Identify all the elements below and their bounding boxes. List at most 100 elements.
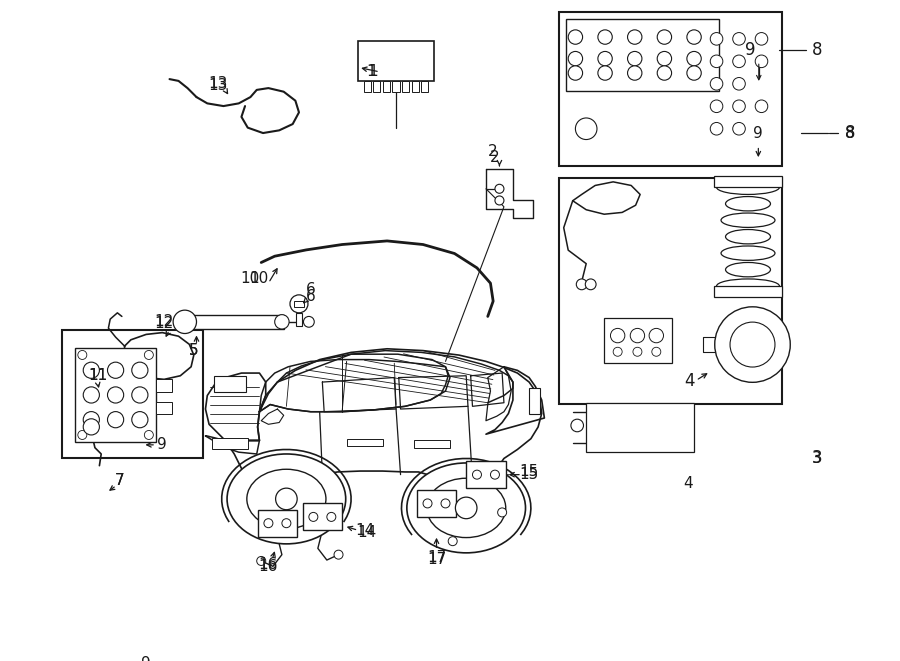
Circle shape — [598, 66, 612, 80]
Text: 9: 9 — [744, 40, 755, 59]
Bar — [714, 286, 782, 297]
Circle shape — [498, 508, 507, 517]
Text: 3: 3 — [812, 449, 822, 467]
Text: 7: 7 — [114, 473, 124, 488]
Circle shape — [755, 32, 768, 45]
Circle shape — [733, 122, 745, 135]
Circle shape — [652, 347, 661, 356]
Circle shape — [290, 295, 308, 313]
Bar — [529, 389, 540, 414]
Bar — [559, 178, 782, 404]
Circle shape — [83, 362, 99, 378]
Circle shape — [282, 519, 291, 527]
Bar — [156, 379, 172, 392]
Circle shape — [710, 77, 723, 90]
Text: 15: 15 — [519, 467, 539, 482]
Text: 17: 17 — [427, 552, 446, 566]
Circle shape — [495, 184, 504, 193]
Ellipse shape — [427, 479, 506, 537]
Bar — [364, 81, 371, 92]
Circle shape — [568, 66, 582, 80]
Text: 17: 17 — [427, 550, 446, 565]
Text: 16: 16 — [258, 559, 278, 574]
Bar — [212, 438, 248, 449]
Circle shape — [77, 350, 86, 360]
Text: 2: 2 — [491, 150, 500, 165]
Circle shape — [575, 118, 597, 139]
Circle shape — [755, 100, 768, 112]
Bar — [586, 403, 694, 452]
Circle shape — [256, 557, 266, 565]
Text: 12: 12 — [155, 315, 174, 329]
Circle shape — [710, 100, 723, 112]
Circle shape — [733, 100, 745, 112]
Circle shape — [627, 66, 642, 80]
Bar — [417, 490, 456, 517]
Circle shape — [687, 52, 701, 66]
Bar — [156, 402, 172, 414]
Circle shape — [585, 279, 596, 290]
Text: 4: 4 — [683, 476, 693, 491]
Bar — [346, 439, 382, 446]
Circle shape — [613, 347, 622, 356]
Circle shape — [83, 412, 99, 428]
Bar — [392, 81, 400, 92]
Text: 10: 10 — [241, 271, 260, 286]
Circle shape — [630, 329, 644, 343]
Circle shape — [144, 430, 153, 440]
Bar — [382, 81, 390, 92]
Circle shape — [131, 387, 148, 403]
Circle shape — [303, 317, 314, 327]
Circle shape — [144, 350, 153, 360]
Bar — [421, 81, 428, 92]
Ellipse shape — [725, 262, 770, 277]
Circle shape — [687, 30, 701, 44]
Text: 9: 9 — [753, 126, 763, 141]
Circle shape — [598, 30, 612, 44]
Bar — [293, 301, 304, 307]
Circle shape — [334, 550, 343, 559]
Bar — [75, 348, 156, 442]
Circle shape — [448, 537, 457, 546]
Circle shape — [568, 52, 582, 66]
Circle shape — [733, 32, 745, 45]
Circle shape — [576, 279, 587, 290]
Circle shape — [423, 499, 432, 508]
Circle shape — [568, 30, 582, 44]
Circle shape — [633, 347, 642, 356]
Circle shape — [657, 66, 671, 80]
Circle shape — [733, 77, 745, 90]
Circle shape — [710, 32, 723, 45]
Text: 1: 1 — [366, 64, 375, 79]
Circle shape — [77, 430, 86, 440]
Text: 14: 14 — [355, 523, 374, 538]
Text: 14: 14 — [357, 525, 377, 539]
Circle shape — [491, 470, 500, 479]
Bar — [402, 81, 410, 92]
Text: 11: 11 — [88, 368, 107, 383]
Bar — [604, 317, 671, 362]
Text: 9: 9 — [158, 438, 167, 452]
Circle shape — [472, 470, 482, 479]
Circle shape — [275, 488, 297, 510]
Circle shape — [107, 412, 123, 428]
Circle shape — [495, 196, 504, 205]
Circle shape — [610, 329, 625, 343]
Bar — [302, 504, 342, 530]
Circle shape — [455, 497, 477, 519]
Text: 2: 2 — [488, 143, 497, 159]
Circle shape — [657, 30, 671, 44]
Circle shape — [131, 412, 148, 428]
Circle shape — [687, 66, 701, 80]
Circle shape — [710, 122, 723, 135]
Circle shape — [571, 419, 583, 432]
Bar — [257, 510, 297, 537]
Text: 13: 13 — [209, 76, 228, 91]
Circle shape — [83, 387, 99, 403]
Ellipse shape — [247, 469, 326, 529]
Bar — [358, 42, 434, 81]
Circle shape — [649, 329, 663, 343]
Circle shape — [173, 310, 196, 334]
Circle shape — [730, 322, 775, 367]
Circle shape — [755, 55, 768, 67]
